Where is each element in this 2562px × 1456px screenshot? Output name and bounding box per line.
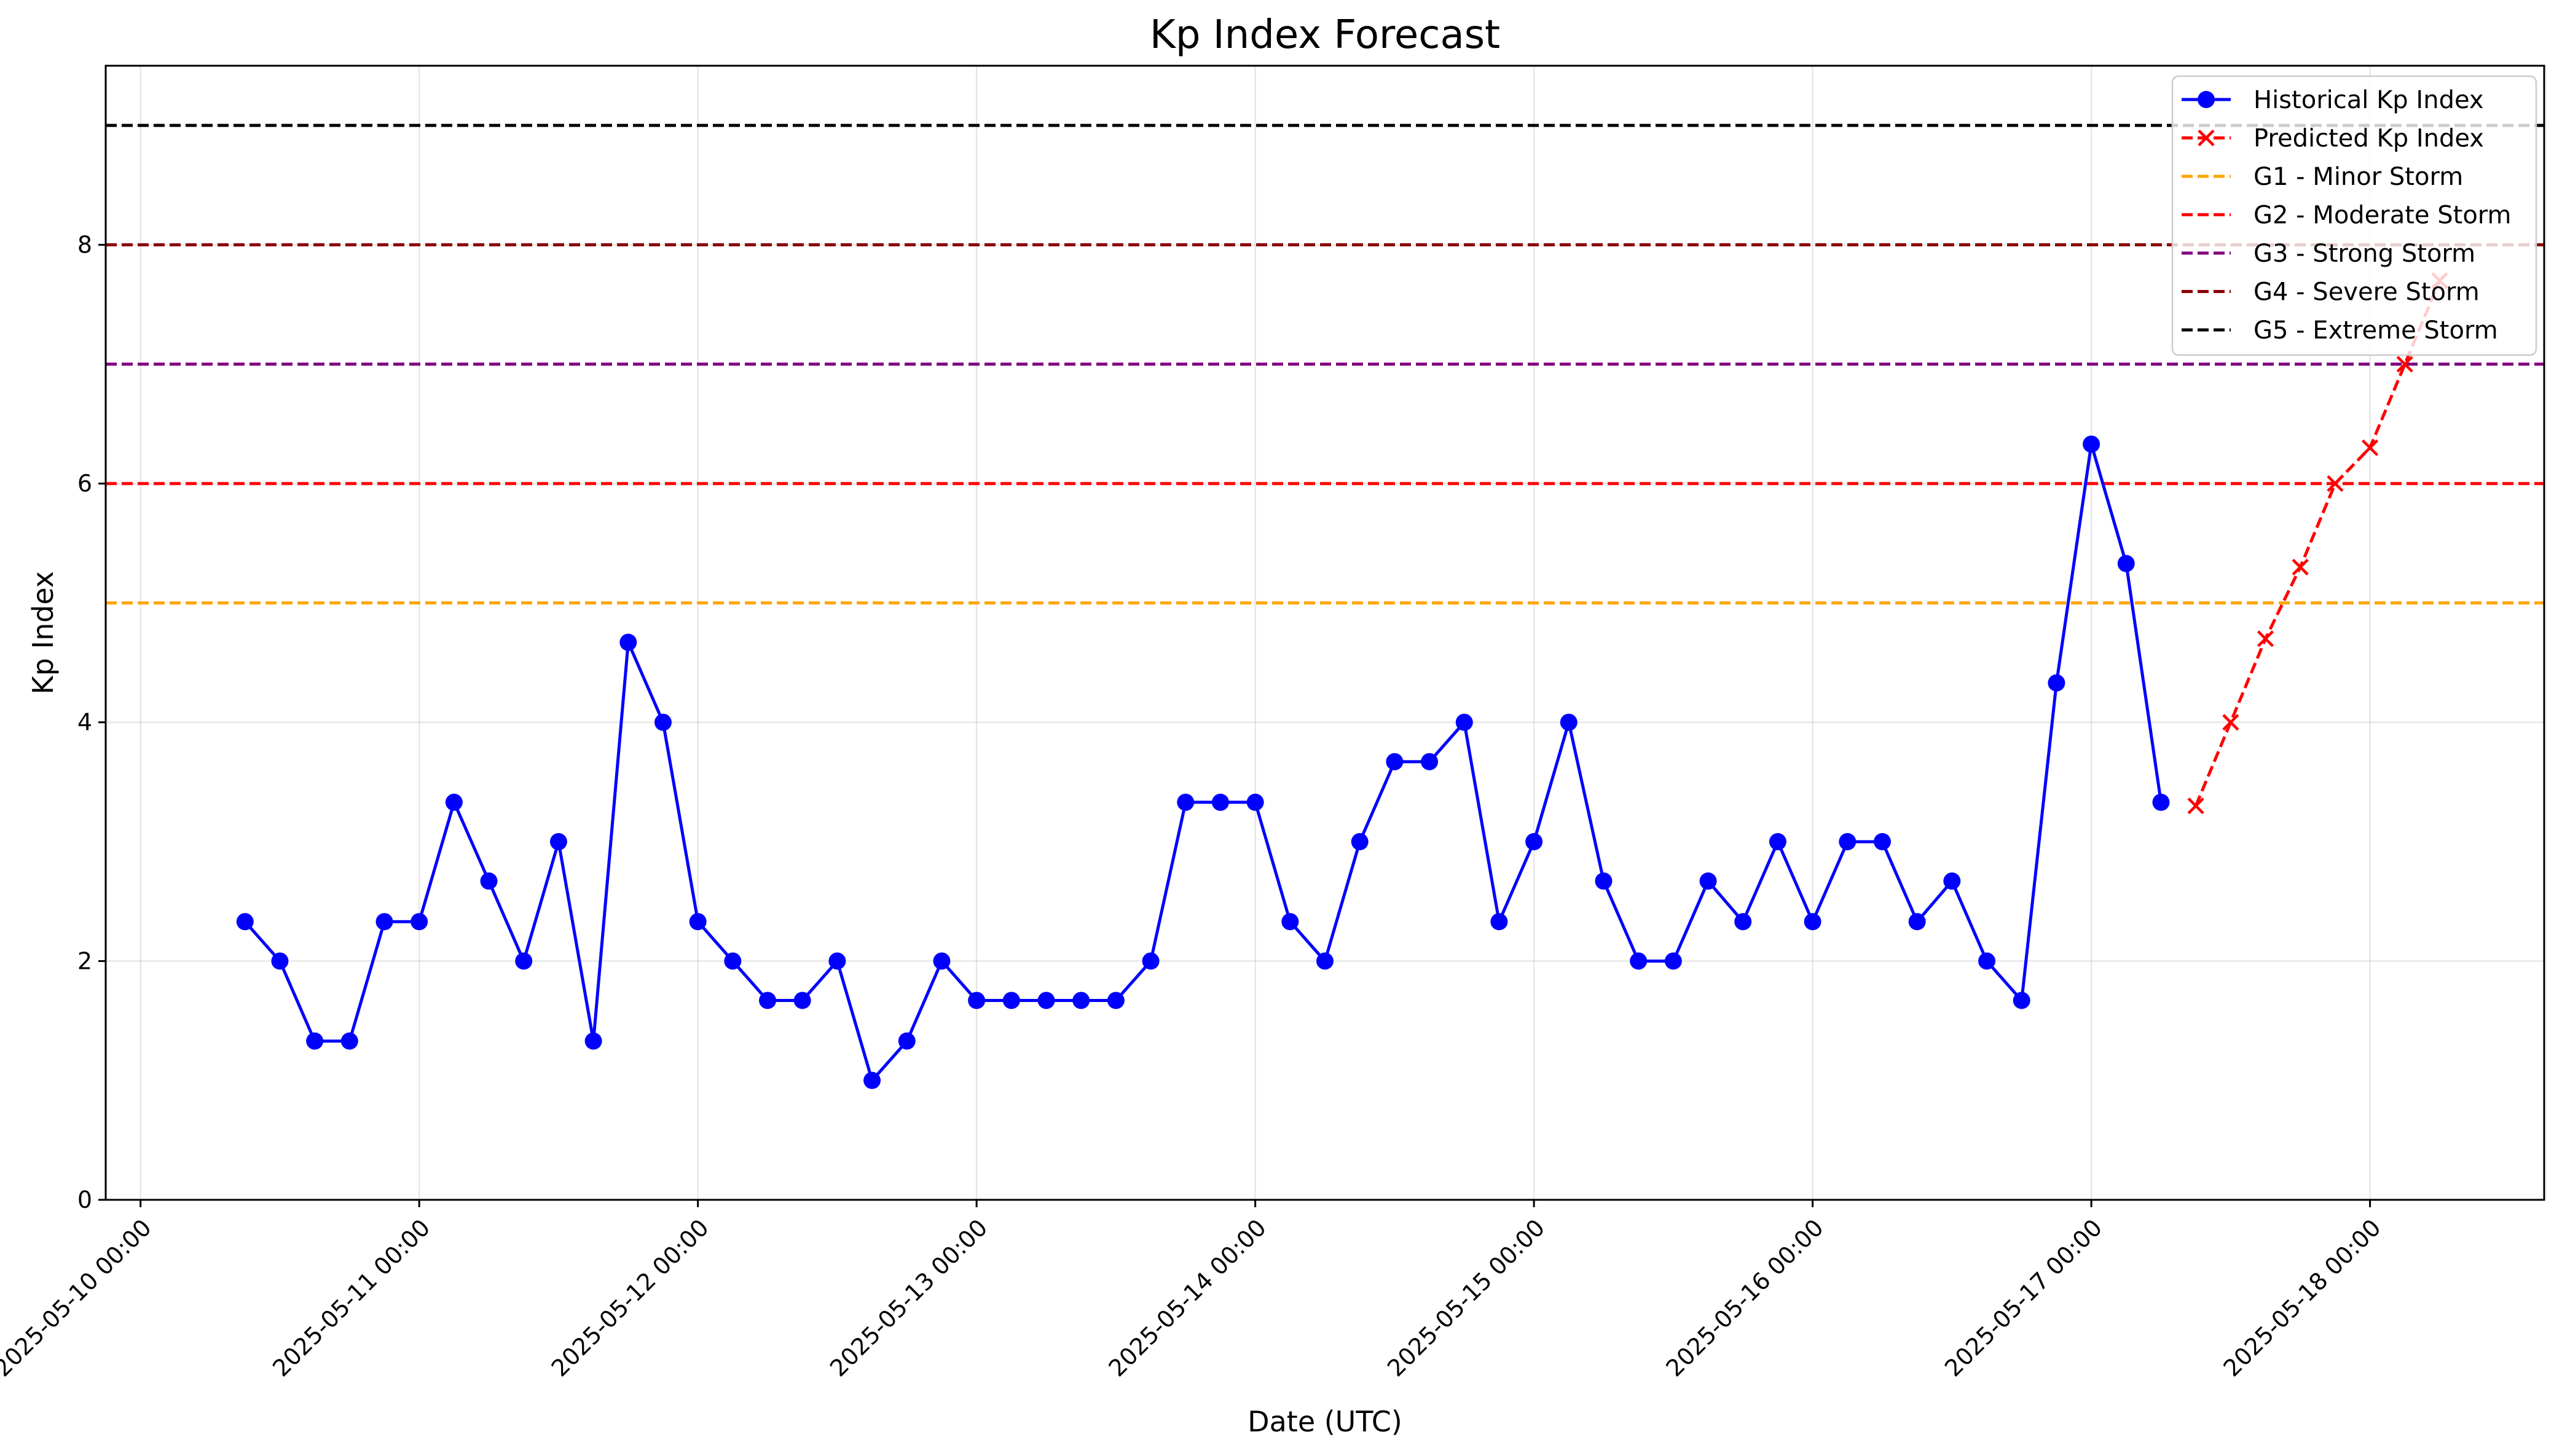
chart-title: Kp Index Forecast xyxy=(1150,12,1500,58)
data-point xyxy=(1246,793,1264,811)
legend-box xyxy=(2171,75,2537,356)
data-point xyxy=(236,913,254,931)
data-point xyxy=(619,633,637,651)
data-point xyxy=(2198,91,2215,108)
data-point xyxy=(1804,913,1821,931)
data-point xyxy=(2198,129,2215,147)
data-point xyxy=(759,992,777,1009)
data-point xyxy=(1142,952,1160,970)
data-point xyxy=(898,1032,916,1050)
data-point xyxy=(1978,952,1996,970)
data-point xyxy=(1177,793,1195,811)
legend-label: G4 - Severe Storm xyxy=(2254,278,2480,307)
data-point xyxy=(2222,714,2239,731)
data-point xyxy=(1664,952,1682,970)
data-point xyxy=(411,913,428,931)
y-tick-label: 6 xyxy=(77,470,92,497)
data-point xyxy=(1107,992,1125,1009)
data-point xyxy=(2327,475,2344,492)
data-point xyxy=(515,952,533,970)
data-point xyxy=(1560,713,1578,731)
data-point xyxy=(1281,913,1299,931)
data-point xyxy=(2187,797,2204,815)
data-point xyxy=(689,913,707,931)
data-point xyxy=(2361,439,2379,456)
data-point xyxy=(375,913,393,931)
data-point xyxy=(1595,872,1613,890)
data-point xyxy=(863,1071,881,1089)
data-point xyxy=(1490,913,1508,931)
data-point xyxy=(724,952,742,970)
data-point xyxy=(1630,952,1648,970)
data-point xyxy=(340,1032,358,1050)
data-point xyxy=(1839,833,1857,851)
data-point xyxy=(654,713,672,731)
data-point xyxy=(2257,630,2274,648)
data-point xyxy=(793,992,811,1009)
data-point xyxy=(1037,992,1055,1009)
data-point xyxy=(1351,833,1369,851)
data-point xyxy=(584,1032,602,1050)
series-line xyxy=(243,444,2163,1084)
data-point xyxy=(2048,674,2065,692)
y-axis-title: Kp Index xyxy=(26,571,60,695)
data-point xyxy=(1211,793,1229,811)
data-point xyxy=(933,952,951,970)
series-layer xyxy=(236,272,2448,1089)
legend-label: G2 - Moderate Storm xyxy=(2254,202,2512,230)
data-point xyxy=(1386,753,1404,770)
data-point xyxy=(1943,872,1961,890)
data-point xyxy=(480,872,498,890)
data-point xyxy=(445,793,463,811)
legend-label: G5 - Extreme Storm xyxy=(2254,316,2498,345)
data-point xyxy=(1734,913,1752,931)
series-line xyxy=(2194,280,2442,807)
y-tick-label: 4 xyxy=(77,709,92,736)
data-point xyxy=(2013,992,2030,1009)
data-point xyxy=(1455,713,1473,731)
data-point xyxy=(271,952,289,970)
data-point xyxy=(1908,913,1926,931)
legend-label: Predicted Kp Index xyxy=(2254,125,2484,153)
data-point xyxy=(306,1032,324,1050)
data-point xyxy=(1699,872,1717,890)
y-tick-label: 0 xyxy=(77,1186,92,1213)
legend: Historical Kp Index Predicted Kp Index G1 … xyxy=(2171,75,2537,356)
data-point xyxy=(968,992,986,1009)
data-point xyxy=(1316,952,1334,970)
data-point xyxy=(828,952,846,970)
plot-frame xyxy=(104,65,2545,1201)
legend-label: G3 - Strong Storm xyxy=(2254,240,2475,268)
data-point xyxy=(2292,558,2309,576)
data-point xyxy=(2117,555,2135,573)
data-point xyxy=(1421,753,1439,770)
y-tick-label: 8 xyxy=(77,231,92,258)
data-point xyxy=(2396,356,2413,373)
data-point xyxy=(1769,833,1786,851)
x-axis-title: Date (UTC) xyxy=(1248,1405,1402,1438)
data-point xyxy=(549,833,567,851)
data-point xyxy=(1525,833,1543,851)
data-point xyxy=(1873,833,1891,851)
data-point xyxy=(1072,992,1090,1009)
threshold-layer xyxy=(106,123,2544,605)
y-tick-label: 2 xyxy=(77,947,92,974)
data-point xyxy=(1002,992,1020,1009)
data-point xyxy=(2152,793,2170,811)
data-point xyxy=(2083,435,2100,453)
legend-label: G1 - Minor Storm xyxy=(2254,163,2463,191)
legend-label: Historical Kp Index xyxy=(2254,86,2484,114)
